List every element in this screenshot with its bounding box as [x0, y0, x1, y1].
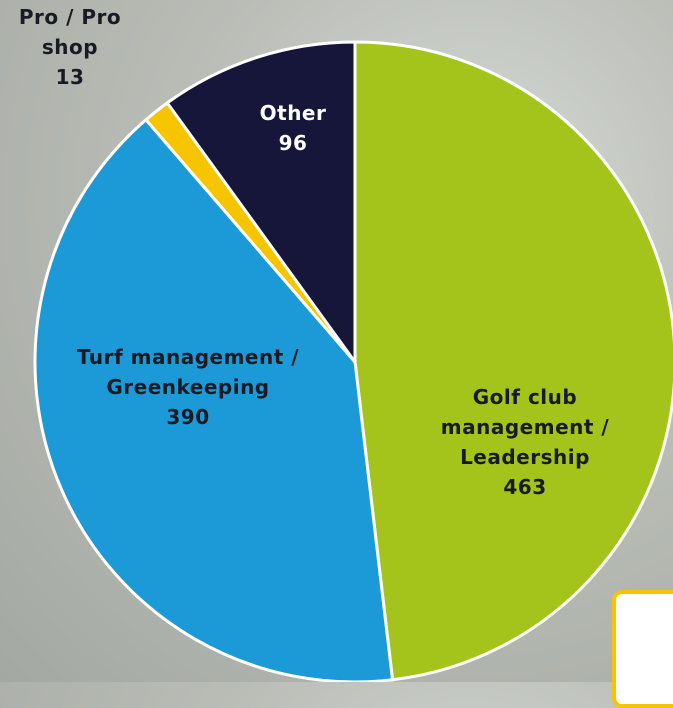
pie-slice: [33, 117, 395, 682]
value-label: 13: [55, 65, 85, 89]
category-name: Pro / Pro shop: [18, 5, 122, 59]
value-label: 390: [166, 405, 210, 429]
slice-label: Other 96: [243, 98, 343, 158]
slice-label: Turf management / Greenkeeping 390: [38, 342, 338, 432]
info-box: [612, 590, 673, 708]
category-name: Other: [259, 101, 327, 125]
chart: [33, 40, 673, 682]
slice-label: Golf club management / Leadership 463: [435, 382, 615, 502]
category-name: Golf club management / Leadership: [440, 385, 610, 469]
pie-slice: [353, 40, 673, 682]
slice-label: Pro / Pro shop 13: [0, 2, 140, 92]
value-label: 96: [278, 131, 308, 155]
category-name: Turf management / Greenkeeping: [76, 345, 300, 399]
value-label: 463: [503, 475, 547, 499]
pie-slice: [165, 40, 357, 367]
